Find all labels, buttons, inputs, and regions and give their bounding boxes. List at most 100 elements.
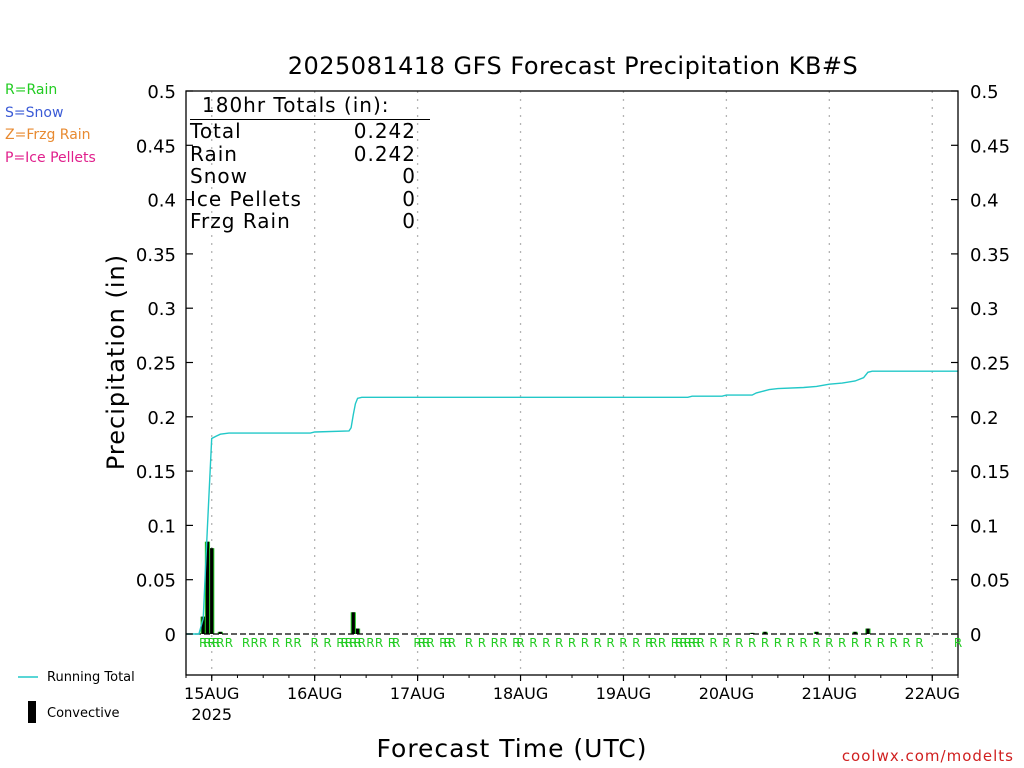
rain-type-marker: R (581, 636, 589, 650)
convective-bar (205, 541, 210, 634)
rain-type-marker: R (692, 636, 700, 650)
rain-type-marker: R (293, 636, 301, 650)
y-tick-label-right: 0.15 (970, 462, 1010, 483)
rain-type-marker: R (499, 636, 507, 650)
y-tick-label: 0.05 (136, 571, 176, 592)
rain-type-marker: R (413, 636, 421, 650)
totals-row-total: Total 0.242 (190, 120, 416, 143)
rain-type-marker: R (349, 636, 357, 650)
running-total-line (186, 370, 958, 635)
rain-type-marker: R (649, 636, 657, 650)
key-convective-label: Convective (47, 706, 120, 721)
rain-type-marker: R (216, 636, 224, 650)
x-tick-year: 2025 (191, 705, 232, 724)
x-tick-label: 21AUG (802, 684, 857, 703)
totals-row-snow: Snow 0 (190, 165, 416, 188)
totals-value: 0 (402, 164, 416, 189)
precip-bars (200, 541, 871, 634)
legend-frzg-rain: Z=Frzg Rain (5, 127, 91, 143)
x-tick-label: 17AUG (390, 684, 445, 703)
rain-type-marker: R (632, 636, 640, 650)
legend-ice-pellets: P=Ice Pellets (5, 150, 96, 166)
totals-row-frzg-rain: Frzg Rain 0 (190, 210, 416, 233)
rain-type-marker: R (568, 636, 576, 650)
legend-rain: R=Rain (5, 82, 58, 98)
rain-type-marker: R (272, 636, 280, 650)
rain-type-marker: R (426, 636, 434, 650)
rain-type-marker: R (748, 636, 756, 650)
y-tick-label-right: 0.05 (970, 571, 1010, 592)
totals-value: 0.242 (353, 141, 416, 166)
rain-type-marker: R (877, 636, 885, 650)
legend-snow: S=Snow (5, 105, 64, 121)
rain-type-marker: R (358, 636, 366, 650)
y-tick-label: 0.1 (147, 516, 176, 537)
totals-value: 0 (402, 209, 416, 234)
rain-type-marker: R (889, 636, 897, 650)
y-tick-label-right: 0.45 (970, 136, 1010, 157)
rain-type-marker: R (864, 636, 872, 650)
convective-bar (351, 612, 355, 634)
y-tick-label-right: 0.25 (970, 354, 1010, 375)
y-tick-label: 0.15 (136, 462, 176, 483)
y-axis-label: Precipitation (in) (102, 253, 130, 471)
x-tick-label: 20AUG (699, 684, 754, 703)
rain-type-marker: R (555, 636, 563, 650)
rain-type-marker: R (675, 636, 683, 650)
rain-type-marker: R (671, 636, 679, 650)
rain-type-marker: R (645, 636, 653, 650)
rain-type-marker: R (799, 636, 807, 650)
totals-header: 180hr Totals (in): (190, 93, 430, 120)
y-tick-label-right: 0.1 (970, 516, 999, 537)
rain-type-marker: R (366, 636, 374, 650)
convective-bar (763, 631, 767, 634)
totals-value: 0 (402, 186, 416, 211)
convective-bar (866, 628, 870, 634)
rain-type-marker: R (212, 636, 220, 650)
rain-type-marker: R (735, 636, 743, 650)
rain-type-marker: R (688, 636, 696, 650)
rain-type-marker: R (250, 636, 258, 650)
rain-type-marker: R (465, 636, 473, 650)
totals-row-rain: Rain 0.242 (190, 141, 416, 166)
x-axis-label: Forecast Time (UTC) (376, 734, 648, 763)
totals-value: 0.242 (353, 119, 416, 143)
x-tick-label: 16AUG (287, 684, 342, 703)
rain-type-marker: R (696, 636, 704, 650)
rain-type-marker: R (529, 636, 537, 650)
y-tick-label: 0 (165, 625, 176, 646)
running-total-series (186, 370, 958, 635)
rain-type-marker: R (516, 636, 524, 650)
rain-type-marker: R (422, 636, 430, 650)
totals-label: Total (190, 119, 242, 143)
chart-title: 2025081418 GFS Forecast Precipitation KB… (287, 52, 859, 80)
rain-type-marker: R (594, 636, 602, 650)
key-running-total-label: Running Total (47, 670, 135, 685)
rain-type-marker: R (259, 636, 267, 650)
x-tick-label: 15AUG (184, 684, 239, 703)
rain-type-marker: R (679, 636, 687, 650)
rain-type-marker: R (242, 636, 250, 650)
y-tick-label: 0.25 (136, 354, 176, 375)
y-tick-label-right: 0.3 (970, 299, 999, 320)
y-tick-label: 0.45 (136, 136, 176, 157)
rain-type-marker: R (310, 636, 318, 650)
x-tick-label: 22AUG (905, 684, 960, 703)
rain-type-marker: R (353, 636, 361, 650)
rain-type-marker: R (418, 636, 426, 650)
y-tick-label: 0.35 (136, 245, 176, 266)
rain-type-marker: R (323, 636, 331, 650)
totals-label: Ice Pellets (190, 186, 302, 211)
totals-label: Rain (190, 141, 238, 166)
rain-type-marker: R (491, 636, 499, 650)
x-tick-label: 18AUG (493, 684, 548, 703)
rain-type-marker: R (658, 636, 666, 650)
convective-bar (814, 631, 819, 634)
credit-text: coolwx.com/modelts (841, 747, 1014, 765)
rain-type-marker: R (915, 636, 923, 650)
y-tick-label: 0.5 (147, 82, 176, 103)
rain-type-marker: R (439, 636, 447, 650)
convective-bar (201, 616, 205, 634)
rain-type-marker: R (812, 636, 820, 650)
